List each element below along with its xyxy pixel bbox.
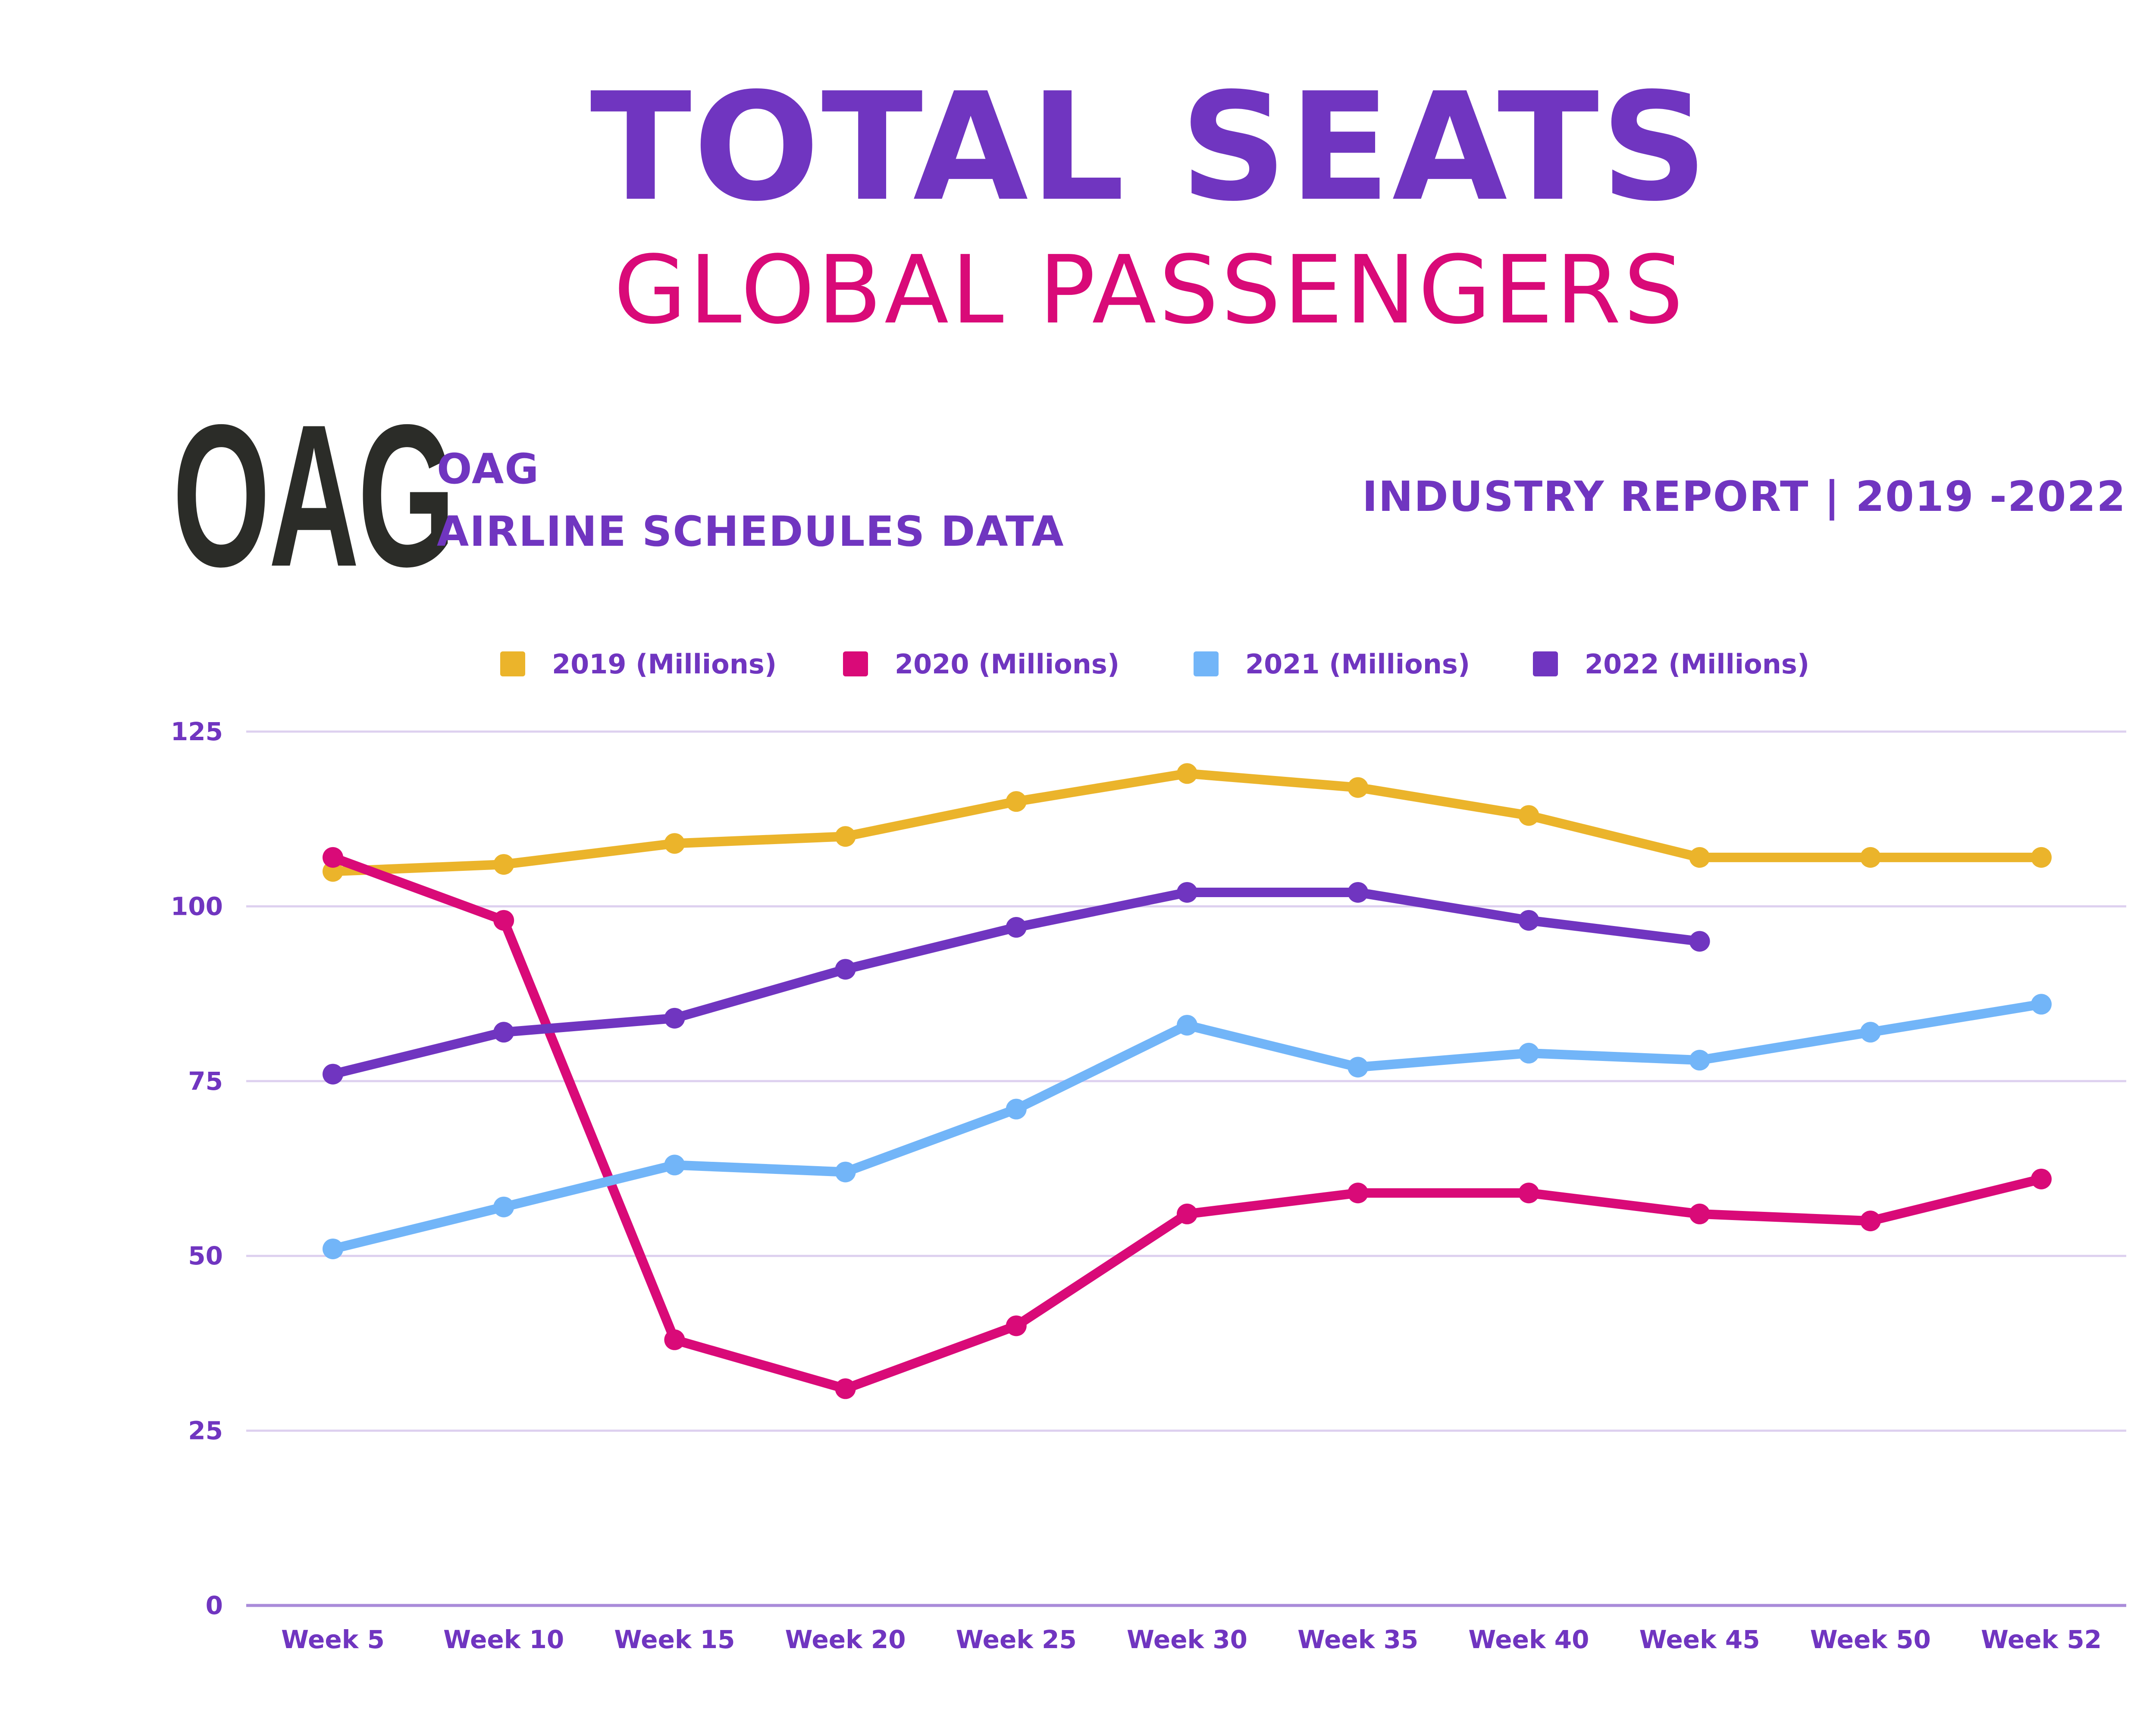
legend-swatch-2022 xyxy=(1533,651,1558,676)
legend: 2019 (Millions) 2020 (Millions) 2021 (Mi… xyxy=(0,647,2156,681)
data-point xyxy=(835,826,856,847)
chart-title: TOTAL SEATS xyxy=(590,61,1710,234)
x-tick-label: Week 5 xyxy=(281,1625,385,1654)
y-tick-label: 100 xyxy=(171,892,223,921)
data-point xyxy=(1177,1015,1197,1036)
x-tick-label: Week 35 xyxy=(1297,1625,1418,1654)
series-2019 xyxy=(323,763,2052,882)
y-tick-label: 75 xyxy=(188,1067,223,1096)
data-point xyxy=(835,1161,856,1183)
data-point xyxy=(664,833,685,854)
data-point xyxy=(835,1378,856,1399)
data-point xyxy=(664,1007,685,1029)
data-point xyxy=(1177,882,1197,903)
oag-logo: OAG R xyxy=(172,394,455,597)
legend-label: 2022 (Millions) xyxy=(1585,648,1810,680)
x-tick-label: Week 30 xyxy=(1127,1625,1247,1654)
data-point xyxy=(1689,847,1710,868)
data-point xyxy=(2031,847,2052,868)
data-point xyxy=(1518,910,1539,931)
data-point xyxy=(323,847,343,868)
x-tick-label: Week 25 xyxy=(956,1625,1077,1654)
data-point xyxy=(323,1238,343,1259)
legend-item[interactable]: 2022 (Millions) xyxy=(1533,647,1809,681)
y-tick-label: 50 xyxy=(188,1241,223,1270)
data-point xyxy=(1860,847,1881,868)
data-point xyxy=(1689,1050,1710,1071)
brand-tagline: AIRLINE SCHEDULES DATA xyxy=(437,507,1065,556)
legend-label: 2021 (Millions) xyxy=(1245,648,1470,680)
legend-swatch-2019 xyxy=(500,651,525,676)
y-tick-label: 0 xyxy=(206,1591,223,1620)
series-2022 xyxy=(323,882,1710,1085)
data-point xyxy=(664,1329,685,1350)
data-point xyxy=(493,910,514,931)
data-point xyxy=(1348,1057,1369,1078)
x-tick-label: Week 40 xyxy=(1468,1625,1589,1654)
registered-trademark-icon: R xyxy=(395,426,410,441)
data-point xyxy=(1348,1183,1369,1204)
x-tick-label: Week 45 xyxy=(1639,1625,1760,1654)
legend-swatch-2021 xyxy=(1194,651,1219,676)
x-tick-label: Week 52 xyxy=(1981,1625,2102,1654)
data-point xyxy=(1348,777,1369,798)
legend-item[interactable]: 2020 (Millions) xyxy=(843,647,1119,681)
brand-name: OAG xyxy=(437,445,540,493)
data-point xyxy=(2031,994,2052,1015)
data-point xyxy=(1177,1203,1197,1224)
x-tick-label: Week 10 xyxy=(443,1625,564,1654)
legend-item[interactable]: 2021 (Millions) xyxy=(1194,647,1470,681)
data-point xyxy=(1006,1098,1027,1120)
data-point xyxy=(1860,1022,1881,1043)
data-point xyxy=(1689,931,1710,952)
y-tick-label: 125 xyxy=(171,717,223,746)
data-point xyxy=(1177,763,1197,784)
data-point xyxy=(1348,882,1369,903)
data-point xyxy=(1860,1211,1881,1232)
data-point xyxy=(664,1155,685,1176)
data-point xyxy=(1006,1315,1027,1336)
data-point xyxy=(1518,1042,1539,1064)
legend-item[interactable]: 2019 (Millions) xyxy=(500,647,777,681)
y-axis-ticks: 0 25 50 75 100 125 xyxy=(171,717,223,1620)
series-2020 xyxy=(323,847,2052,1399)
x-tick-label: Week 20 xyxy=(785,1625,906,1654)
legend-label: 2019 (Millions) xyxy=(552,648,777,680)
oag-logo-text: OAG xyxy=(172,382,455,609)
data-point xyxy=(493,854,514,875)
data-point xyxy=(835,959,856,980)
chart-subtitle: GLOBAL PASSENGERS xyxy=(614,236,1686,345)
data-point xyxy=(1518,805,1539,826)
x-axis-ticks: Week 5 Week 10 Week 15 Week 20 Week 25 Week 3… xyxy=(281,1625,2102,1654)
data-point xyxy=(493,1022,514,1043)
series-layer xyxy=(323,763,2052,1399)
series-2021 xyxy=(323,994,2052,1259)
data-point xyxy=(1689,1203,1710,1224)
data-point xyxy=(323,1064,343,1085)
legend-label: 2020 (Millions) xyxy=(895,648,1120,680)
data-point xyxy=(1006,917,1027,938)
data-point xyxy=(493,1196,514,1217)
data-point xyxy=(1518,1183,1539,1204)
x-tick-label: Week 50 xyxy=(1810,1625,1931,1654)
report-label: INDUSTRY REPORT | 2019 -2022 xyxy=(1362,472,2126,521)
series-line xyxy=(328,852,2046,1394)
legend-swatch-2020 xyxy=(843,651,868,676)
series-line xyxy=(328,769,2046,876)
data-point xyxy=(1006,791,1027,812)
y-tick-label: 25 xyxy=(188,1416,223,1446)
gridlines xyxy=(246,730,2126,1607)
data-point xyxy=(2031,1168,2052,1189)
x-tick-label: Week 15 xyxy=(614,1625,735,1654)
